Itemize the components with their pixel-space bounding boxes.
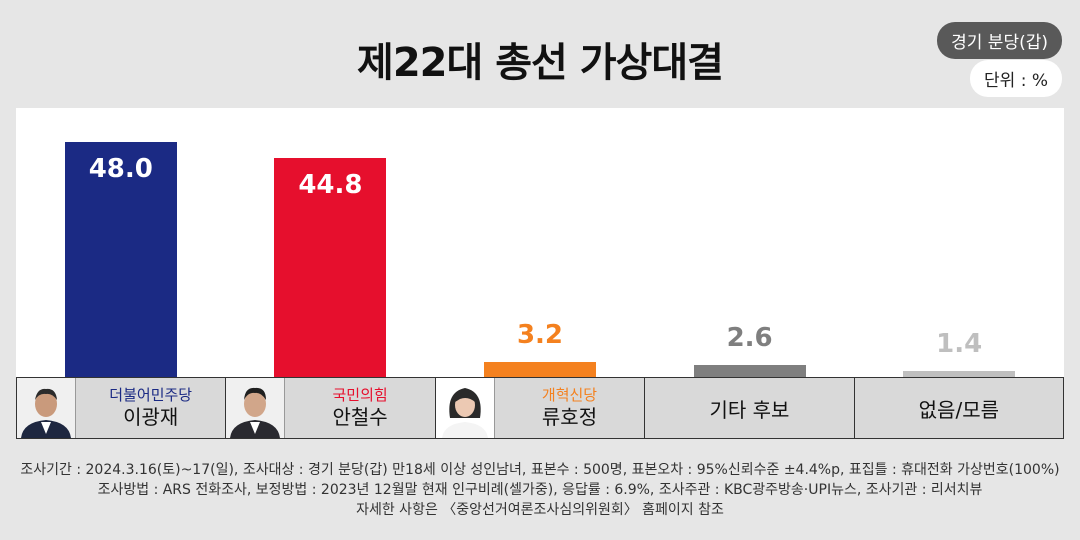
legend-etc-label: 기타 후보 — [709, 397, 790, 422]
survey-footnote: 조사기간 : 2024.3.16(토)~17(일), 조사대상 : 경기 분당(… — [0, 460, 1080, 520]
legend-cell-candidate-2: 국민의힘 안철수 — [226, 378, 436, 438]
bar-plot-area: 48.0 44.8 3.2 2.6 1.4 — [16, 108, 1064, 378]
unit-badge: 단위 : % — [970, 60, 1062, 97]
footnote-line-1: 조사기간 : 2024.3.16(토)~17(일), 조사대상 : 경기 분당(… — [20, 462, 1060, 478]
candidate-name-2: 안철수 — [332, 405, 388, 429]
party-label-1: 더불어민주당 — [109, 386, 193, 404]
legend-cell-candidate-3: 개혁신당 류호정 — [435, 378, 646, 438]
legend-cell-etc: 기타 후보 — [645, 378, 855, 438]
candidate-photo-1 — [17, 378, 76, 438]
legend-none-label: 없음/모름 — [918, 397, 999, 422]
candidate-name-1: 이광재 — [123, 405, 179, 429]
bar-3 — [484, 362, 596, 378]
bar-value-label-3: 3.2 — [516, 320, 564, 351]
candidate-name-3: 류호정 — [541, 405, 598, 429]
party-label-3: 개혁신당 — [541, 386, 598, 404]
bar-1 — [64, 142, 177, 378]
footnote-line-2: 조사방법 : ARS 전화조사, 보정방법 : 2023년 12월말 현재 인구… — [97, 482, 983, 498]
bar-4 — [693, 365, 806, 378]
bar-5 — [903, 371, 1016, 378]
bar-value-label-1: 48.0 — [88, 154, 153, 185]
bar-value-label-5: 1.4 — [936, 329, 983, 360]
party-label-2: 국민의힘 — [332, 386, 388, 404]
legend-cell-candidate-1: 더불어민주당 이광재 — [17, 378, 227, 438]
candidate-photo-3 — [435, 378, 495, 438]
candidate-legend: 더불어민주당 이광재 국민의힘 안철수 — [16, 377, 1064, 439]
bar-value-label-2: 44.8 — [298, 170, 363, 201]
footnote-line-3: 자세한 사항은 〈중앙선거여론조사심의위원회〉 홈페이지 참조 — [356, 502, 724, 518]
chart-title: 제22대 총선 가상대결 — [357, 40, 724, 86]
legend-cell-none: 없음/모름 — [855, 378, 1063, 438]
bar-2 — [274, 158, 387, 378]
candidate-photo-2 — [226, 378, 286, 438]
bar-value-label-4: 2.6 — [726, 323, 773, 354]
region-badge: 경기 분당(갑) — [937, 22, 1062, 59]
